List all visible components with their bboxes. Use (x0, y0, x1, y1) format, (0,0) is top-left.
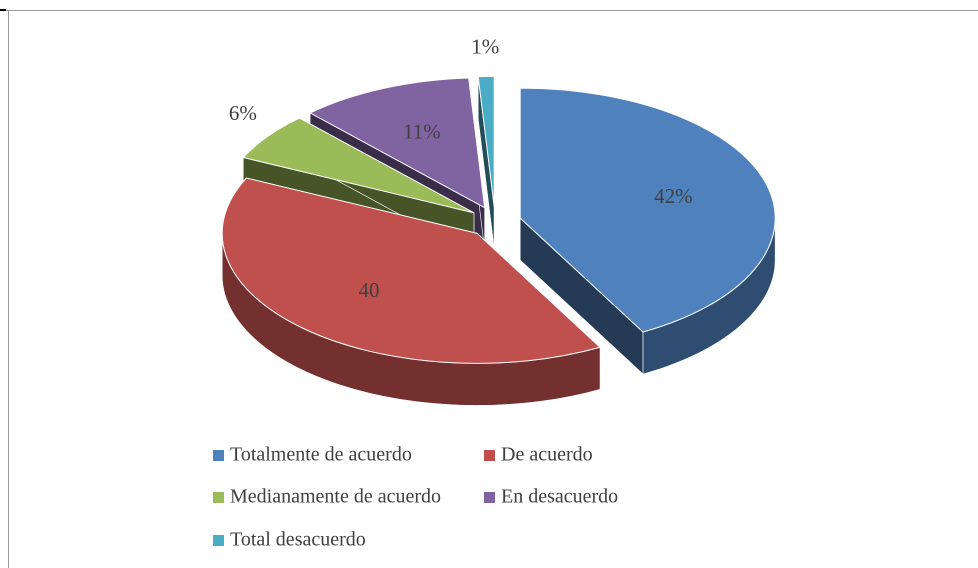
data-label: 1% (471, 35, 499, 59)
slice (221, 177, 602, 364)
slice-group (477, 75, 495, 249)
data-label: 6% (229, 101, 257, 125)
slice-group (519, 87, 776, 375)
slice-group (221, 177, 602, 406)
legend-label: Total desacuerdo (230, 529, 366, 551)
legend-label: Medianamente de acuerdo (230, 486, 441, 508)
slice (309, 77, 486, 209)
legend-swatch (484, 492, 495, 503)
legend-label: De acuerdo (501, 444, 593, 466)
legend-swatch (213, 492, 224, 503)
data-label: 11% (403, 120, 441, 144)
legend-swatch (213, 535, 224, 546)
slice (242, 117, 475, 214)
legend-label: En desacuerdo (501, 486, 618, 508)
data-label: 40 (358, 278, 379, 302)
slice (519, 87, 776, 333)
slice (477, 75, 495, 207)
data-label: 42% (654, 184, 693, 208)
legend-label: Totalmente de acuerdo (230, 444, 412, 466)
legend-swatch (213, 450, 224, 461)
legend-swatch (484, 450, 495, 461)
